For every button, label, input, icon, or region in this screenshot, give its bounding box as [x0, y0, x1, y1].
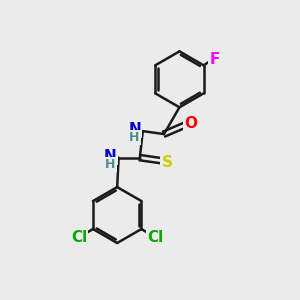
Text: F: F	[210, 52, 220, 67]
Text: Cl: Cl	[71, 230, 87, 244]
Text: S: S	[161, 154, 172, 169]
Text: N: N	[128, 122, 141, 137]
Text: O: O	[184, 116, 198, 131]
Text: N: N	[104, 149, 117, 164]
Text: Cl: Cl	[147, 230, 164, 244]
Text: H: H	[105, 158, 116, 171]
Text: H: H	[129, 131, 140, 144]
